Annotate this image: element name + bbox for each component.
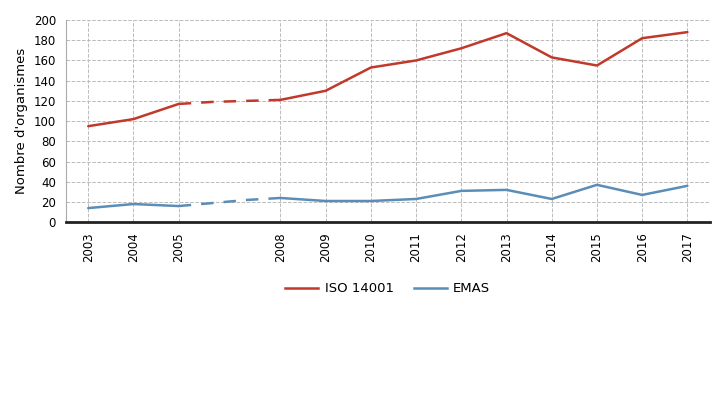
Legend: ISO 14001, EMAS: ISO 14001, EMAS bbox=[280, 277, 496, 300]
Y-axis label: Nombre d'organismes: Nombre d'organismes bbox=[15, 48, 28, 194]
